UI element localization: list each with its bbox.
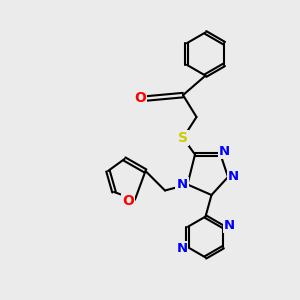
Text: O: O — [122, 194, 134, 208]
Text: S: S — [178, 131, 188, 145]
Text: N: N — [224, 219, 235, 232]
Text: N: N — [176, 242, 188, 255]
Text: N: N — [176, 178, 188, 191]
Text: N: N — [228, 170, 239, 184]
Text: O: O — [134, 92, 146, 105]
Text: N: N — [219, 145, 230, 158]
